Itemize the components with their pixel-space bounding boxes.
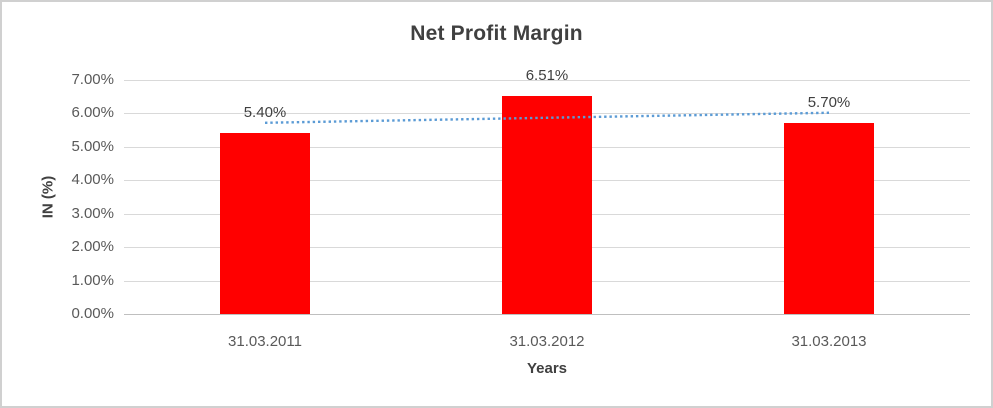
y-tick-label: 6.00% [71, 104, 114, 122]
y-tick-label: 1.00% [71, 271, 114, 289]
bar [220, 133, 310, 314]
gridline [124, 80, 970, 81]
bar [784, 123, 874, 314]
data-label: 6.51% [525, 67, 569, 85]
data-label: 5.40% [243, 104, 287, 122]
x-tick-label: 31.03.2013 [791, 333, 867, 350]
data-label: 5.70% [807, 94, 851, 112]
chart-title: Net Profit Margin [410, 22, 583, 45]
y-tick-label: 0.00% [71, 305, 114, 322]
x-axis-title: Years [526, 360, 568, 377]
gridline [124, 314, 970, 315]
y-tick-label: 5.00% [71, 137, 114, 155]
y-tick-label: 3.00% [71, 204, 114, 222]
y-tick-label: 7.00% [71, 71, 114, 88]
bar [502, 96, 592, 314]
y-tick-label: 2.00% [71, 238, 114, 256]
x-tick-label: 31.03.2012 [509, 333, 585, 350]
x-tick-label: 31.03.2011 [228, 333, 302, 350]
y-tick-label: 4.00% [71, 171, 114, 189]
